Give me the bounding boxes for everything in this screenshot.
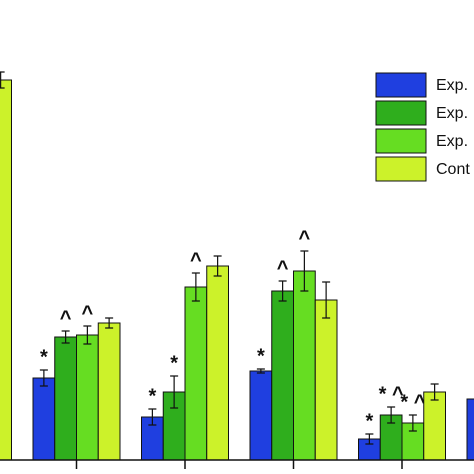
annotation: ^ bbox=[60, 307, 72, 329]
legend-label: Exp. bbox=[436, 77, 468, 94]
legend-swatch bbox=[375, 128, 427, 154]
bar bbox=[293, 270, 316, 461]
bar bbox=[184, 286, 208, 461]
legend-swatch bbox=[375, 72, 427, 98]
annotation: * bbox=[365, 410, 373, 432]
error-bar bbox=[83, 325, 92, 345]
legend-swatch bbox=[375, 100, 427, 126]
bar bbox=[54, 336, 77, 461]
bar bbox=[466, 398, 474, 461]
annotation: ^ bbox=[277, 257, 289, 279]
bar bbox=[97, 322, 121, 461]
legend-label: Exp. bbox=[436, 105, 468, 122]
annotation: * bbox=[40, 346, 48, 368]
bar bbox=[249, 370, 273, 461]
error-bar bbox=[300, 250, 309, 292]
error-bar bbox=[387, 406, 396, 424]
annotation: * ^ bbox=[400, 391, 425, 413]
bar bbox=[32, 377, 56, 461]
error-bar bbox=[322, 281, 331, 319]
error-bar bbox=[148, 408, 157, 426]
bar bbox=[206, 265, 229, 461]
error-bar bbox=[430, 383, 439, 401]
error-bar bbox=[278, 280, 287, 302]
error-bar bbox=[191, 272, 200, 302]
annotation: * bbox=[148, 385, 156, 407]
bar bbox=[423, 391, 446, 461]
bar bbox=[76, 334, 99, 461]
error-bar bbox=[61, 330, 70, 344]
error-bar bbox=[408, 414, 417, 432]
annotation: ^ bbox=[82, 302, 94, 324]
error-bar bbox=[213, 255, 222, 277]
annotation: * bbox=[170, 352, 178, 374]
error-bar bbox=[365, 433, 374, 445]
legend-label: Cont bbox=[436, 161, 470, 178]
annotation: * ^ bbox=[379, 383, 404, 405]
error-bar bbox=[39, 369, 48, 387]
bar bbox=[0, 79, 12, 461]
error-bar bbox=[105, 317, 114, 329]
annotation: ^ bbox=[190, 249, 202, 271]
error-bar bbox=[0, 71, 5, 89]
annotation: ^ bbox=[299, 227, 311, 249]
error-bar bbox=[170, 375, 179, 409]
bar bbox=[271, 290, 294, 461]
legend-label: Exp. bbox=[436, 133, 468, 150]
error-bar bbox=[256, 368, 265, 374]
legend-swatch bbox=[375, 156, 427, 182]
bar bbox=[314, 299, 338, 461]
annotation: * bbox=[257, 345, 265, 367]
